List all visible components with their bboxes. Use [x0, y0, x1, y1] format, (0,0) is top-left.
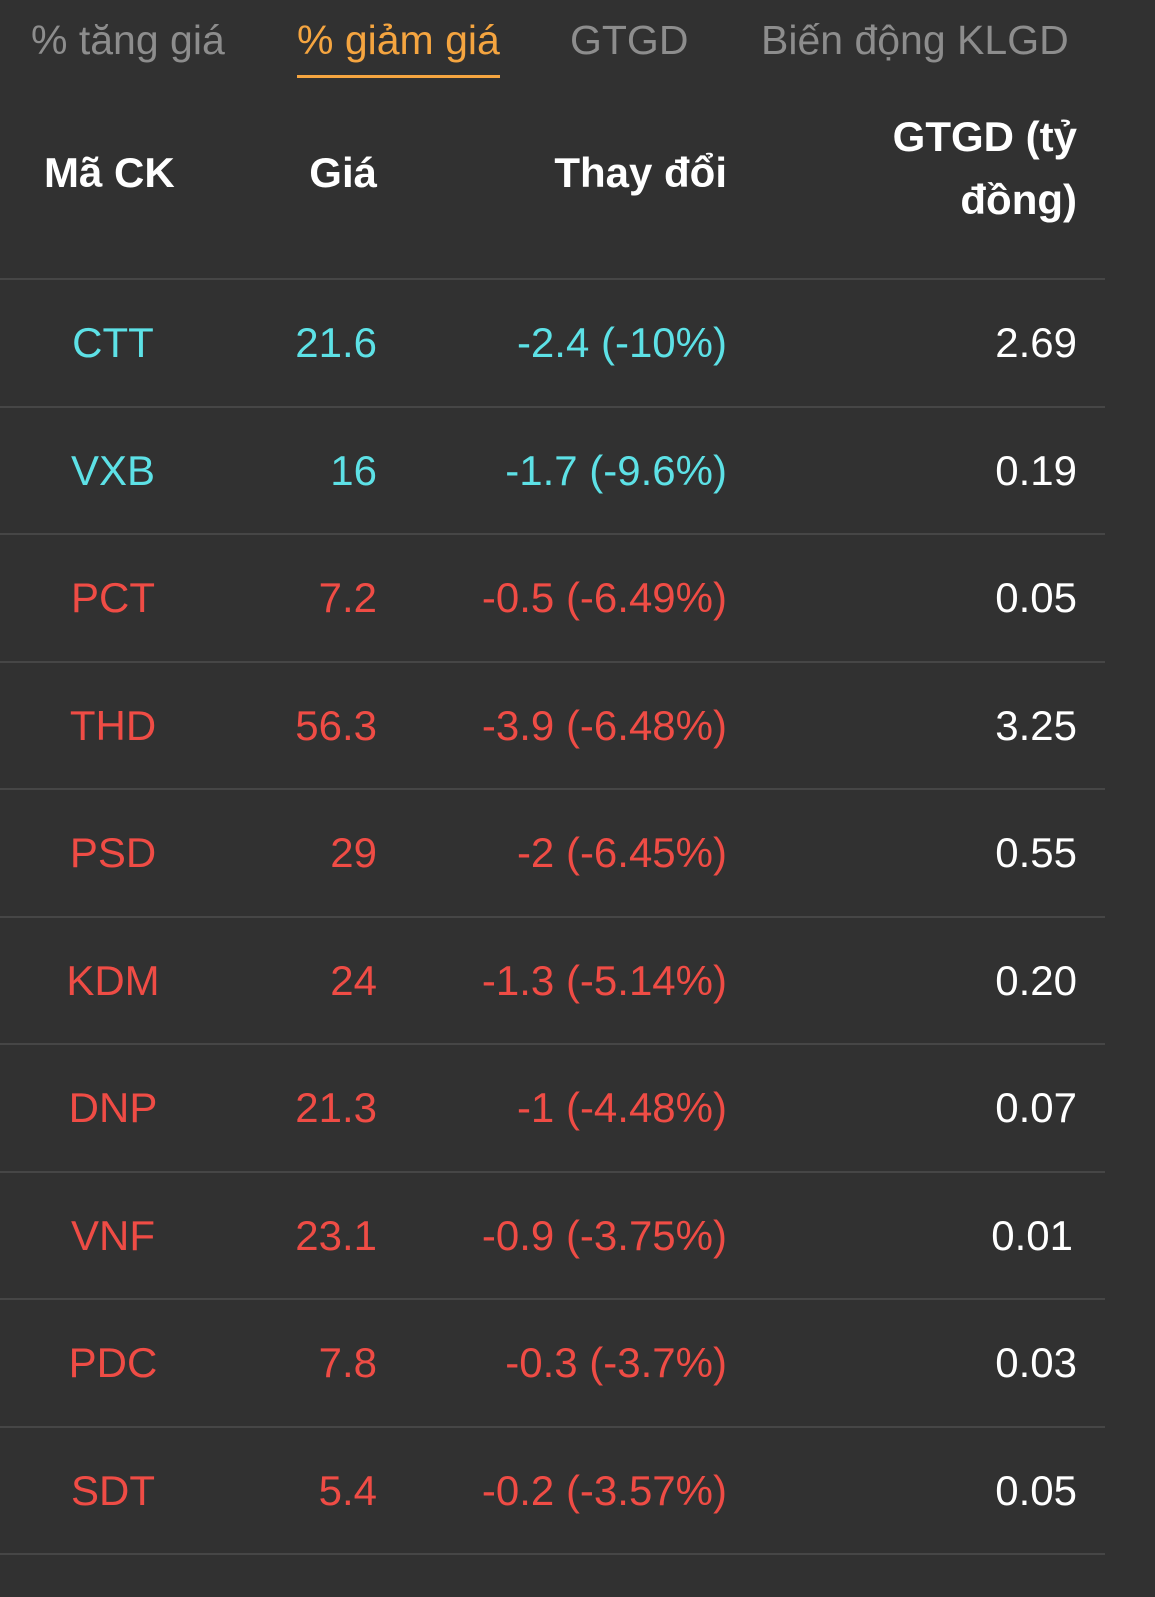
header-trading-value: GTGD (tỷ đồng) — [847, 105, 1077, 231]
stock-price: 29 — [330, 829, 377, 876]
header-trading-value-line2: đồng) — [960, 176, 1077, 223]
stock-code[interactable]: DNP — [68, 1084, 158, 1131]
stock-price: 5.4 — [318, 1466, 377, 1514]
table-row[interactable]: DNP 21.3 -1 (-4.48%) 0.07 — [0, 1045, 1105, 1173]
stock-change: -2 (-6.45%) — [516, 829, 727, 876]
stock-change: -1.3 (-5.14%) — [481, 956, 727, 1004]
tab-top-losers[interactable]: % giảm giá — [297, 12, 500, 78]
stock-code[interactable]: VNF — [71, 1211, 155, 1259]
stock-change: -0.3 (-3.7%) — [505, 1339, 727, 1386]
stock-trading-value: 0.55 — [995, 829, 1077, 876]
stock-trading-value: 2.69 — [995, 319, 1077, 366]
tab-bar: % tăng giá % giảm giá GTGD Biến động KLG… — [0, 0, 1125, 90]
stock-code[interactable]: PDC — [68, 1339, 158, 1386]
stock-price: 7.2 — [318, 574, 377, 621]
stock-trading-value: 0.01 — [991, 1211, 1073, 1259]
stock-change: -0.5 (-6.49%) — [481, 574, 727, 621]
table-row[interactable]: PCT 7.2 -0.5 (-6.49%) 0.05 — [0, 535, 1105, 663]
stock-trading-value: 0.07 — [995, 1084, 1077, 1131]
stock-price: 21.3 — [295, 1084, 377, 1131]
stock-change: -0.9 (-3.75%) — [481, 1211, 727, 1259]
stock-change: -1.7 (-9.6%) — [505, 446, 727, 494]
stock-change: -2.4 (-10%) — [516, 319, 727, 366]
stock-code[interactable]: PCT — [71, 574, 155, 621]
stock-price: 7.8 — [318, 1339, 377, 1386]
table-row[interactable]: PSD 29 -2 (-6.45%) 0.55 — [0, 790, 1105, 918]
stock-code[interactable]: CTT — [72, 319, 154, 366]
stock-change: -0.2 (-3.57%) — [481, 1466, 727, 1514]
header-change: Thay đổi — [554, 149, 727, 196]
header-price: Giá — [309, 149, 377, 196]
stock-price: 16 — [330, 446, 377, 494]
stock-trading-value: 0.19 — [995, 446, 1077, 494]
tab-volume-change[interactable]: Biến động KLGD — [761, 17, 1069, 63]
stock-price: 24 — [330, 956, 377, 1004]
stock-price: 56.3 — [295, 701, 377, 749]
header-trading-value-line1: GTGD (tỷ — [892, 113, 1077, 160]
tab-top-gainers[interactable]: % tăng giá — [31, 17, 225, 63]
stock-trading-value: 0.05 — [995, 574, 1077, 621]
stock-trading-value: 0.03 — [995, 1339, 1077, 1386]
table-row[interactable]: KDM 24 -1.3 (-5.14%) 0.20 — [0, 918, 1105, 1045]
stock-code[interactable]: SDT — [71, 1466, 155, 1514]
table-row[interactable]: SDT 5.4 -0.2 (-3.57%) 0.05 — [0, 1428, 1105, 1555]
table-row[interactable]: CTT 21.6 -2.4 (-10%) 2.69 — [0, 280, 1105, 408]
header-code: Mã CK — [44, 149, 175, 196]
stock-price: 23.1 — [295, 1211, 377, 1259]
stock-code[interactable]: THD — [69, 701, 157, 749]
stock-code[interactable]: PSD — [69, 829, 157, 876]
tab-trading-value[interactable]: GTGD — [570, 17, 689, 63]
stock-trading-value: 0.05 — [995, 1466, 1077, 1514]
table-header: Mã CK Giá Thay đổi GTGD (tỷ đồng) — [0, 95, 1105, 280]
stock-code[interactable]: VXB — [70, 446, 156, 494]
table-body: CTT 21.6 -2.4 (-10%) 2.69 VXB 16 -1.7 (-… — [0, 280, 1105, 1555]
stock-trading-value: 0.20 — [995, 956, 1077, 1004]
stock-code[interactable]: KDM — [66, 956, 160, 1004]
stock-change: -3.9 (-6.48%) — [481, 701, 727, 749]
stock-change: -1 (-4.48%) — [516, 1084, 727, 1131]
table-row[interactable]: THD 56.3 -3.9 (-6.48%) 3.25 — [0, 663, 1105, 790]
table-row[interactable]: PDC 7.8 -0.3 (-3.7%) 0.03 — [0, 1300, 1105, 1428]
stock-trading-value: 3.25 — [995, 701, 1077, 749]
stock-price: 21.6 — [295, 319, 377, 366]
table-row[interactable]: VXB 16 -1.7 (-9.6%) 0.19 — [0, 408, 1105, 535]
table-row[interactable]: VNF 23.1 -0.9 (-3.75%) 0.01 — [0, 1173, 1105, 1300]
stock-table: Mã CK Giá Thay đổi GTGD (tỷ đồng) CTT 21… — [0, 95, 1105, 1555]
